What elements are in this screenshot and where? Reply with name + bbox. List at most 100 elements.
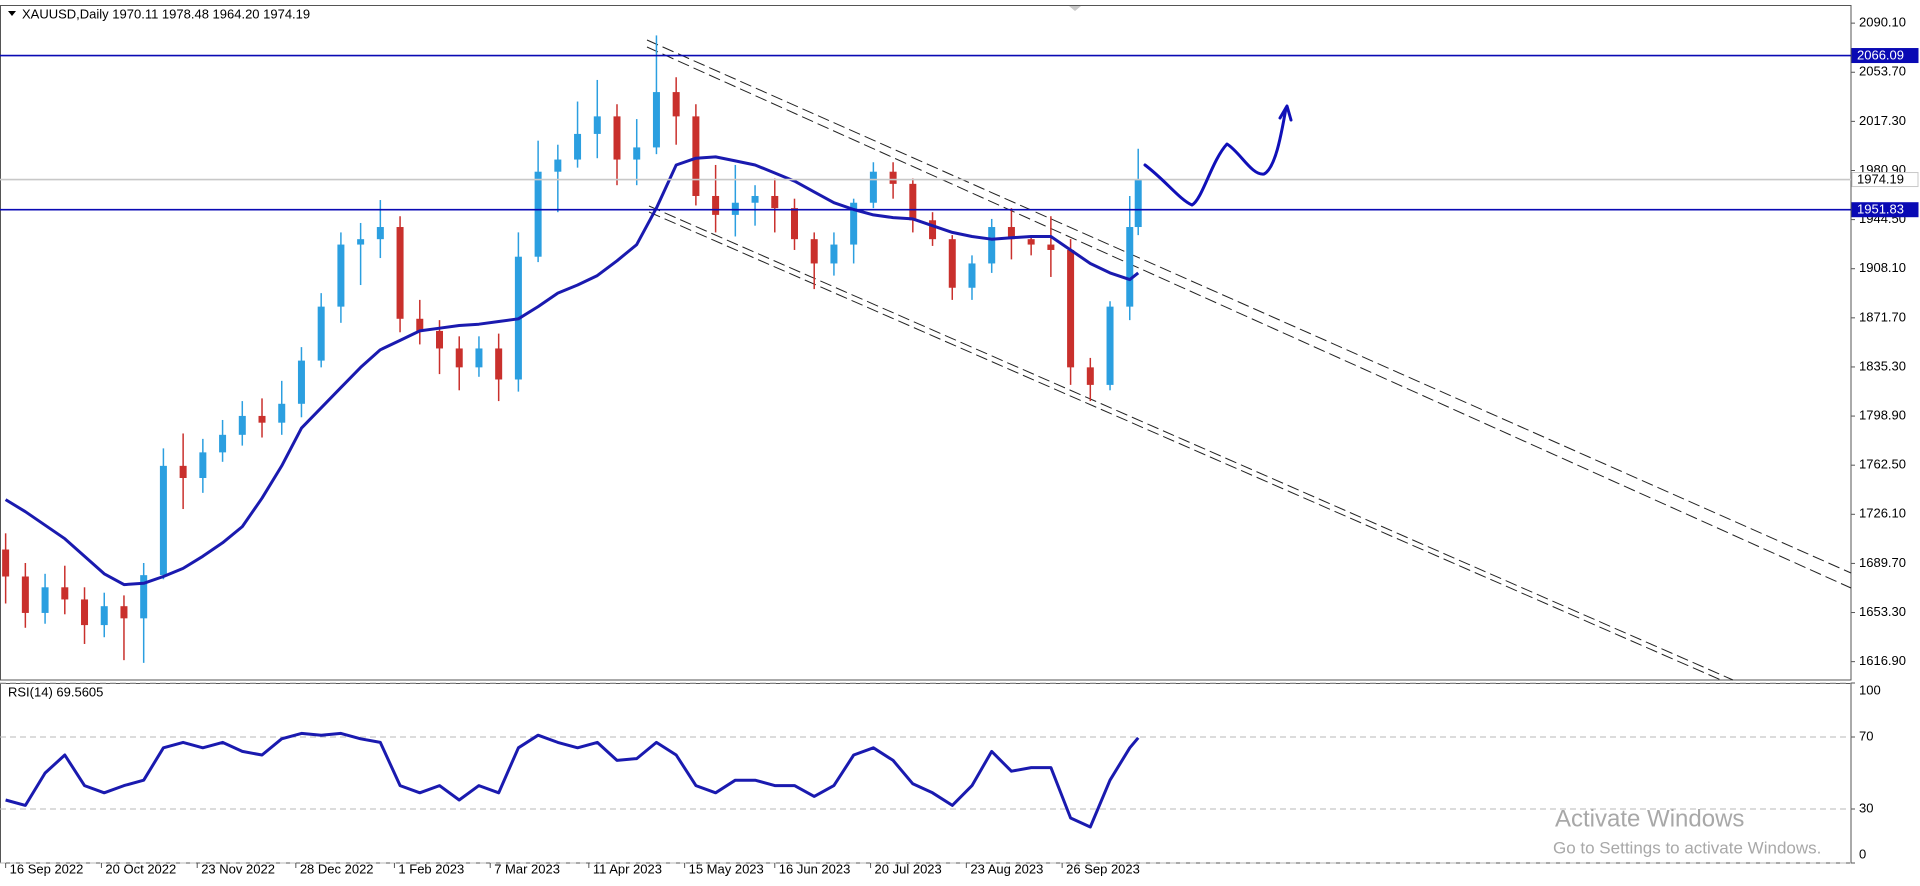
- candle-body: [929, 220, 937, 240]
- x-tick-label: 16 Sep 2022: [10, 861, 84, 876]
- chart-title: XAUUSD,Daily 1970.11 1978.48 1964.20 197…: [22, 6, 310, 21]
- candle-body: [948, 239, 956, 288]
- candle-body: [712, 195, 720, 215]
- y-tick-label: 30: [1859, 800, 1873, 815]
- candle-body: [100, 606, 108, 626]
- y-tick-label: 1762.50: [1859, 457, 1906, 472]
- candle-body: [376, 227, 384, 240]
- x-tick-label: 26 Sep 2023: [1066, 861, 1140, 876]
- moving-average: [4, 155, 1140, 587]
- y-tick-label: 2053.70: [1859, 64, 1906, 79]
- x-tick-label: 28 Dec 2022: [300, 861, 374, 876]
- candle-body: [1007, 227, 1015, 240]
- candle-body: [988, 227, 996, 264]
- candle-body: [81, 599, 89, 626]
- candle-body: [593, 116, 601, 134]
- y-tick-label: 2090.10: [1859, 15, 1906, 30]
- candle-body: [613, 116, 621, 160]
- candle-body: [652, 92, 660, 148]
- trend-line: [648, 211, 1722, 681]
- candle-body: [771, 195, 779, 209]
- y-tick-label: 1616.90: [1859, 653, 1906, 668]
- candle-body: [554, 159, 562, 172]
- candle-body: [731, 202, 739, 215]
- x-tick-label: 15 May 2023: [689, 861, 764, 876]
- trend-line: [646, 39, 1852, 574]
- candle-body: [534, 171, 542, 257]
- candle-body: [416, 318, 424, 331]
- candle-body: [357, 239, 365, 245]
- candle-body: [61, 587, 69, 600]
- x-tick-label: 7 Mar 2023: [494, 861, 560, 876]
- candle-body: [199, 452, 207, 479]
- price-tag-label: 1974.19: [1857, 171, 1904, 186]
- rsi-line: [5, 731, 1140, 829]
- y-tick-label: 2017.30: [1859, 113, 1906, 128]
- rsi-title: RSI(14) 69.5605: [8, 684, 103, 699]
- candle-body: [2, 549, 10, 577]
- menu-triangle[interactable]: [8, 11, 16, 16]
- candle-body: [258, 415, 266, 423]
- x-tick-label: 20 Oct 2022: [105, 861, 176, 876]
- candle-body: [869, 171, 877, 203]
- candle-body: [751, 195, 759, 203]
- trend-line: [648, 205, 1734, 681]
- watermark-subtitle: Go to Settings to activate Windows.: [1553, 838, 1821, 857]
- candle-body: [41, 587, 49, 613]
- price-panel: [0, 5, 1852, 681]
- y-tick-label: 1726.10: [1859, 506, 1906, 521]
- candle-body: [889, 171, 897, 184]
- candle-body: [1047, 244, 1055, 250]
- arrow-head: [1278, 104, 1293, 122]
- candle-body: [278, 403, 286, 423]
- y-tick-label: 1835.30: [1859, 358, 1906, 373]
- candle-body: [850, 202, 858, 245]
- candle-body: [21, 576, 29, 613]
- candle-body: [120, 606, 128, 619]
- trend-channel: [646, 39, 1852, 681]
- candle-body: [574, 133, 582, 160]
- x-tick-label: 1 Feb 2023: [398, 861, 464, 876]
- scroll-marker: [1069, 6, 1081, 11]
- x-tick-label: 23 Aug 2023: [970, 861, 1043, 876]
- candle-body: [317, 306, 325, 361]
- x-tick-label: 16 Jun 2023: [779, 861, 851, 876]
- y-tick-label: 70: [1859, 728, 1873, 743]
- y-tick-label: 1871.70: [1859, 309, 1906, 324]
- candle-body: [1126, 227, 1134, 307]
- candle-body: [692, 116, 700, 196]
- arrow-path: [1143, 106, 1288, 207]
- trend-line: [646, 46, 1852, 589]
- price-tag: [1851, 48, 1919, 64]
- candle-body: [968, 263, 976, 288]
- candle-body: [1027, 239, 1035, 245]
- candle-body: [909, 183, 917, 221]
- marks: 2090.102053.702017.301980.901944.501908.…: [0, 15, 1919, 876]
- candle-body: [633, 147, 641, 160]
- price-tag-label: 1951.83: [1857, 202, 1904, 217]
- candle-body: [455, 348, 463, 368]
- y-tick-label: 0: [1859, 846, 1866, 861]
- price-tag: [1851, 202, 1919, 218]
- y-tick-label: 1653.30: [1859, 604, 1906, 619]
- candle-body: [495, 348, 503, 380]
- candle-body: [219, 434, 227, 453]
- candle-body: [436, 330, 444, 349]
- candle-body: [1106, 306, 1114, 385]
- watermark-title: Activate Windows: [1555, 805, 1744, 832]
- price-tag: [1851, 172, 1919, 188]
- price-tag-label: 2066.09: [1857, 47, 1904, 62]
- candle-body: [140, 575, 148, 619]
- candle-body: [672, 92, 680, 117]
- candle-body: [475, 348, 483, 368]
- candle-body: [297, 360, 305, 404]
- forecast-arrow: [1143, 104, 1293, 207]
- x-tick-label: 11 Apr 2023: [593, 861, 662, 876]
- candle-body: [159, 465, 167, 576]
- candle-body: [238, 415, 246, 435]
- candle-body: [810, 239, 818, 264]
- candle-body: [1086, 367, 1094, 385]
- y-tick-label: 1908.10: [1859, 260, 1906, 275]
